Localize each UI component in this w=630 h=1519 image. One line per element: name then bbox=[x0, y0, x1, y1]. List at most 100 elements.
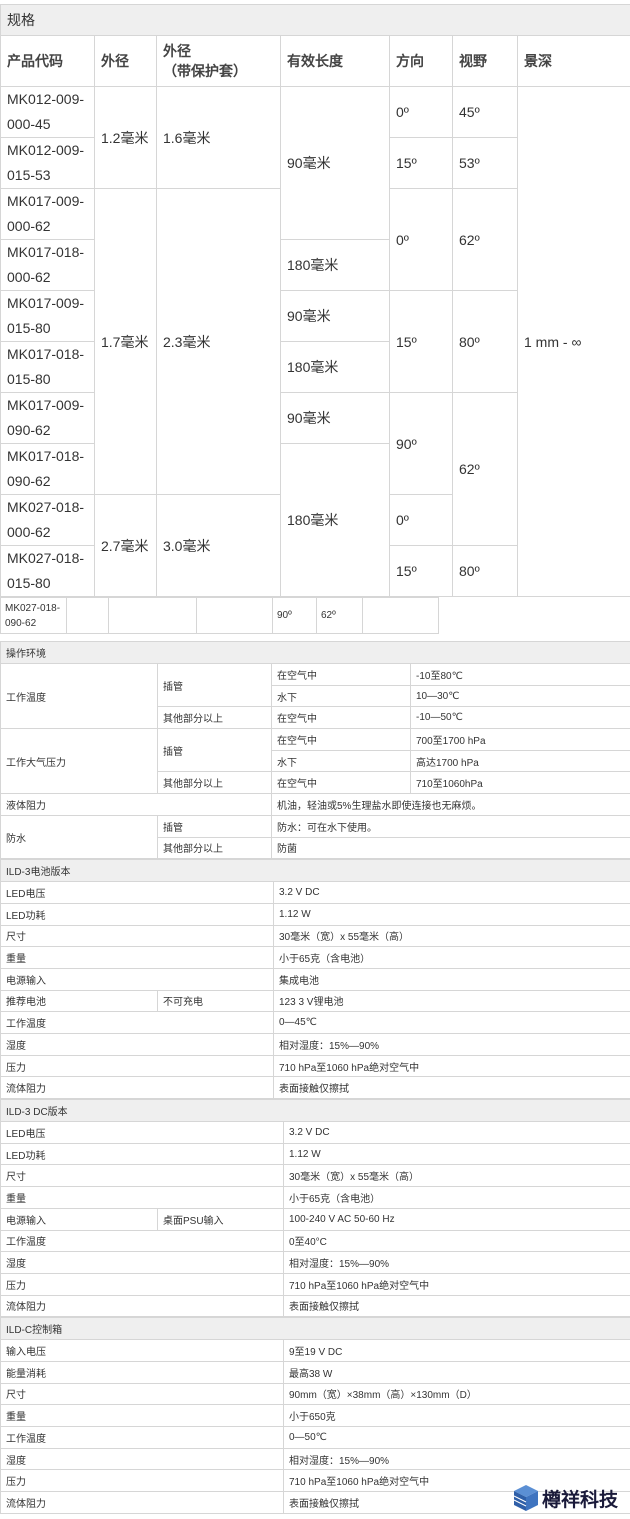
label: 插管 bbox=[158, 664, 272, 707]
value: 相对湿度：15%—90% bbox=[274, 1034, 630, 1056]
product-code: MK017-018-090-62 bbox=[1, 444, 95, 495]
table-row: 能量消耗最高38 W bbox=[1, 1361, 630, 1383]
outer-diameter: 1.2毫米 bbox=[95, 87, 157, 189]
label: 工作温度 bbox=[1, 664, 158, 729]
label: 工作温度 bbox=[1, 1012, 274, 1034]
value: 表面接触仅擦拭 bbox=[274, 1077, 630, 1099]
product-code: MK012-009-015-53 bbox=[1, 138, 95, 189]
value: 防水：可在水下使用。 bbox=[272, 815, 630, 837]
col-header: 外径 bbox=[95, 36, 157, 87]
direction: 90º bbox=[390, 393, 453, 495]
effective-length: 90毫米 bbox=[281, 393, 390, 444]
company-logo: 樽祥科技 bbox=[513, 1484, 618, 1512]
col-header: 有效长度 bbox=[281, 36, 390, 87]
label: 湿度 bbox=[1, 1034, 274, 1056]
value: 0至40°C bbox=[284, 1230, 630, 1252]
product-code: MK027-018-015-80 bbox=[1, 546, 95, 597]
spec-table: 规格 产品代码 外径 外径 （带保护套） 有效长度 方向 视野 景深 MK012… bbox=[0, 4, 630, 597]
depth-of-field: 1 mm - ∞ bbox=[518, 87, 630, 597]
label: 在空气中 bbox=[272, 772, 411, 794]
label: LED电压 bbox=[1, 882, 274, 904]
effective-length: 180毫米 bbox=[281, 342, 390, 393]
value: 700至1700 hPa bbox=[411, 729, 630, 751]
field-of-view: 62º bbox=[317, 598, 363, 634]
value: 最高38 W bbox=[284, 1361, 630, 1383]
value: 1.12 W bbox=[274, 903, 630, 925]
table-row: 重量小于650克 bbox=[1, 1405, 630, 1427]
direction: 15º bbox=[390, 291, 453, 393]
label: 能量消耗 bbox=[1, 1361, 284, 1383]
label: 插管 bbox=[158, 815, 272, 837]
direction: 15º bbox=[390, 546, 453, 597]
value: 0—50℃ bbox=[284, 1427, 630, 1449]
label: 液体阻力 bbox=[1, 794, 272, 816]
label: 重量 bbox=[1, 1187, 284, 1209]
label: 在空气中 bbox=[272, 707, 411, 729]
col-header: 景深 bbox=[518, 36, 630, 87]
label: 其他部分以上 bbox=[158, 837, 272, 859]
section-title: 规格 bbox=[1, 5, 630, 36]
label: 流体阻力 bbox=[1, 1295, 284, 1317]
label: 压力 bbox=[1, 1470, 284, 1492]
product-code: MK017-009-090-62 bbox=[1, 393, 95, 444]
label: 在空气中 bbox=[272, 664, 411, 686]
label: LED功耗 bbox=[1, 1143, 284, 1165]
value: -10—50℃ bbox=[411, 707, 630, 729]
label: 在空气中 bbox=[272, 729, 411, 751]
value: 0—45℃ bbox=[274, 1012, 630, 1034]
label: 尺寸 bbox=[1, 1383, 284, 1405]
value: 123 3 V锂电池 bbox=[274, 990, 630, 1012]
product-code: MK017-009-000-62 bbox=[1, 189, 95, 240]
label: 重量 bbox=[1, 947, 274, 969]
extra-row-table: MK027-018-090-62 90º 62º bbox=[0, 597, 439, 634]
value: 3.2 V DC bbox=[274, 882, 630, 904]
effective-length: 90毫米 bbox=[281, 87, 390, 240]
sub-label: 不可充电 bbox=[158, 990, 274, 1012]
col-header: 视野 bbox=[453, 36, 518, 87]
outer-diameter-sheath: 3.0毫米 bbox=[157, 495, 281, 597]
product-code: MK017-018-015-80 bbox=[1, 342, 95, 393]
value: 710 hPa至1060 hPa绝对空气中 bbox=[274, 1055, 630, 1077]
col-header: 外径 （带保护套） bbox=[157, 36, 281, 87]
label: 尺寸 bbox=[1, 925, 274, 947]
label: LED电压 bbox=[1, 1122, 284, 1144]
value: 3.2 V DC bbox=[284, 1122, 630, 1144]
value: 710 hPa至1060 hPa绝对空气中 bbox=[284, 1273, 630, 1295]
label: 湿度 bbox=[1, 1448, 284, 1470]
value: 小于65克（含电池） bbox=[284, 1187, 630, 1209]
label: 压力 bbox=[1, 1055, 274, 1077]
label: 其他部分以上 bbox=[158, 707, 272, 729]
value: -10至80℃ bbox=[411, 664, 630, 686]
label: 其他部分以上 bbox=[158, 772, 272, 794]
label: 输入电压 bbox=[1, 1340, 284, 1362]
effective-length: 90毫米 bbox=[281, 291, 390, 342]
value: 集成电池 bbox=[274, 968, 630, 990]
table-row: 湿度相对湿度：15%—90% bbox=[1, 1448, 630, 1470]
product-code: MK027-018-090-62 bbox=[1, 598, 67, 634]
label: 工作温度 bbox=[1, 1427, 284, 1449]
label: 防水 bbox=[1, 815, 158, 858]
section-title: ILD-3电池版本 bbox=[1, 860, 630, 882]
effective-length: 180毫米 bbox=[281, 240, 390, 291]
direction: 0º bbox=[390, 495, 453, 546]
field-of-view: 62º bbox=[453, 393, 518, 546]
outer-diameter: 1.7毫米 bbox=[95, 189, 157, 495]
label: 推荐电池 bbox=[1, 990, 158, 1012]
direction: 0º bbox=[390, 87, 453, 138]
label: 电源输入 bbox=[1, 1208, 158, 1230]
field-of-view: 62º bbox=[453, 189, 518, 291]
label: 流体阻力 bbox=[1, 1077, 274, 1099]
value: 表面接触仅擦拭 bbox=[284, 1295, 630, 1317]
label: 工作温度 bbox=[1, 1230, 284, 1252]
